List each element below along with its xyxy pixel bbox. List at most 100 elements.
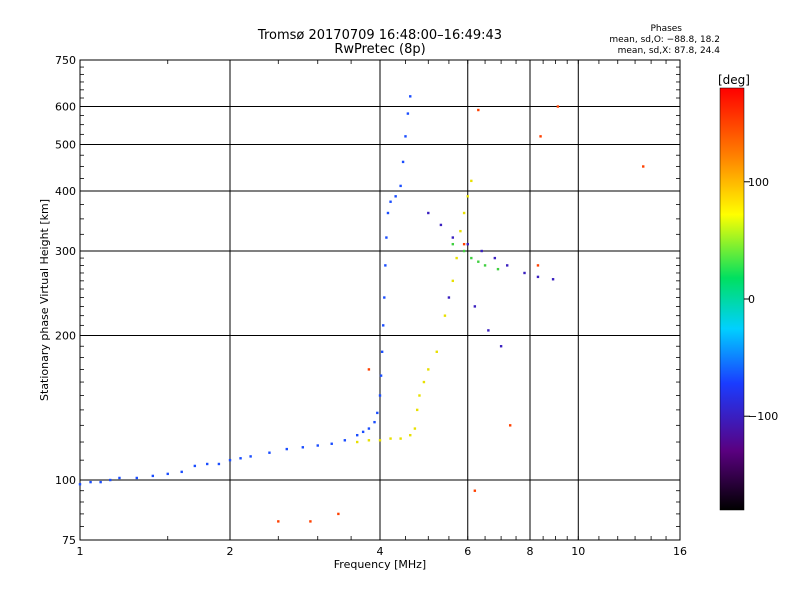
y-tick-label: 600 <box>55 101 76 114</box>
data-point <box>415 408 419 412</box>
data-point <box>118 476 121 480</box>
data-point <box>277 520 280 523</box>
data-point <box>389 437 392 440</box>
data-point <box>180 470 183 474</box>
data-point <box>496 267 500 271</box>
data-point <box>483 264 487 267</box>
chart-title-line2: RwPretec (8p) <box>334 42 426 57</box>
data-point <box>523 271 526 275</box>
data-point <box>367 368 371 371</box>
y-tick-label: 400 <box>55 185 76 198</box>
data-point <box>135 476 138 480</box>
y-tick-label: 200 <box>55 330 76 343</box>
data-point <box>473 305 477 308</box>
data-point <box>301 446 305 449</box>
data-point <box>404 135 407 138</box>
data-point <box>268 451 271 454</box>
data-point <box>480 249 483 253</box>
data-point <box>367 427 371 430</box>
y-axis-label: Stationary phase Virtual Height [km] <box>38 199 51 401</box>
axis-ticks: 1 2 4 6 8 10 16 75 100 200 300 400 500 600 750 <box>55 54 687 558</box>
data-point <box>427 211 430 215</box>
phase-heading: Phases <box>650 24 682 34</box>
data-point <box>361 430 365 434</box>
data-point <box>89 480 92 484</box>
data-point <box>380 350 384 353</box>
data-point <box>447 296 451 299</box>
y-tick-label: 100 <box>55 474 76 487</box>
data-point <box>406 112 410 115</box>
data-point <box>470 256 473 260</box>
data-point <box>355 433 359 437</box>
data-point <box>382 324 385 327</box>
data-point <box>451 242 455 246</box>
data-point <box>439 223 443 227</box>
data-point <box>399 184 402 188</box>
y-tick-label: 300 <box>55 245 76 258</box>
data-point <box>383 296 386 299</box>
data-point <box>422 380 426 384</box>
data-point <box>427 368 430 371</box>
x-tick-label: 1 <box>77 545 84 558</box>
data-point <box>499 345 503 348</box>
colorbar-tick-label: −100 <box>748 410 778 423</box>
colorbar-tick-label: 100 <box>748 176 769 189</box>
data-point <box>389 200 392 203</box>
data-point <box>418 394 421 397</box>
data-point <box>462 242 466 246</box>
data-point <box>551 278 555 281</box>
data-point <box>249 455 252 458</box>
data-point <box>466 242 469 246</box>
data-point <box>309 520 312 523</box>
data-point <box>386 211 390 215</box>
data-point <box>394 195 397 198</box>
data-point <box>459 229 462 233</box>
data-point <box>466 195 469 198</box>
data-point <box>409 95 412 98</box>
y-tick-label: 500 <box>55 139 76 152</box>
data-point <box>385 236 388 239</box>
data-point <box>378 394 382 397</box>
y-tick-label: 75 <box>62 534 76 547</box>
x-axis-label: Frequency [MHz] <box>334 558 426 571</box>
data-points <box>78 95 645 523</box>
x-tick-label: 16 <box>673 545 687 558</box>
data-point <box>477 108 480 112</box>
data-point <box>642 165 645 168</box>
data-point <box>487 329 490 332</box>
y-tick-label: 750 <box>55 54 76 67</box>
data-point <box>193 464 197 468</box>
data-point <box>205 462 209 466</box>
data-point <box>401 160 405 164</box>
data-point <box>477 260 480 263</box>
data-point <box>337 512 340 516</box>
colorbar-ticks: −100 0 100 <box>744 176 778 423</box>
data-point <box>451 236 455 239</box>
data-point <box>330 442 333 445</box>
grid-lines <box>80 60 680 540</box>
data-point <box>539 135 542 138</box>
data-point <box>505 264 509 267</box>
data-point <box>378 439 382 442</box>
data-point <box>109 478 112 482</box>
data-point <box>367 439 371 442</box>
data-point <box>384 264 387 267</box>
data-point <box>470 179 473 183</box>
data-point <box>228 458 232 462</box>
data-point <box>435 350 438 353</box>
data-point <box>462 249 466 253</box>
data-point <box>217 462 221 466</box>
data-point <box>455 256 458 260</box>
x-tick-label: 8 <box>527 545 534 558</box>
chart-title-line1: Tromsø 20170709 16:48:00–16:49:43 <box>257 28 503 43</box>
x-tick-label: 6 <box>464 545 471 558</box>
data-point <box>379 374 383 377</box>
colorbar-label: [deg] <box>718 73 750 87</box>
data-point <box>536 275 540 279</box>
data-point <box>413 427 417 430</box>
data-point <box>508 424 512 427</box>
data-point <box>536 264 540 267</box>
phase-mean-o: mean, sd,O: −88.8, 18.2 <box>609 35 720 45</box>
data-point <box>285 447 288 451</box>
